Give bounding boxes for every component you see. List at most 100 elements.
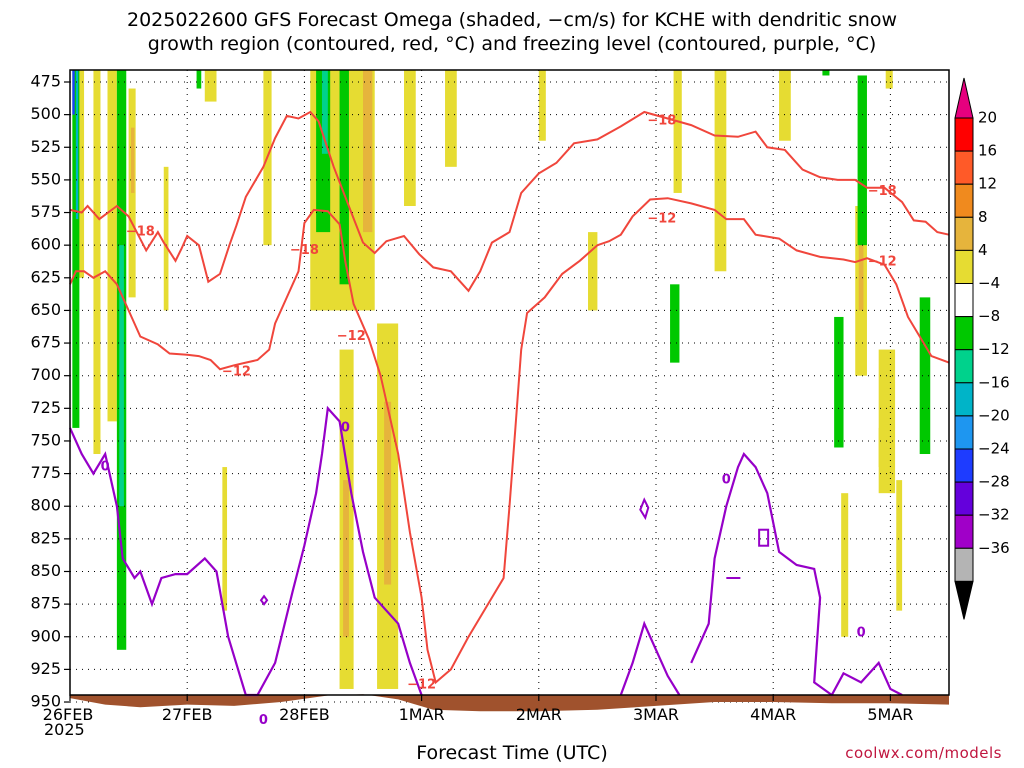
y-axis-tick-label: 675 xyxy=(30,333,61,352)
omega-shade-cell xyxy=(919,297,931,455)
y-axis-tick-label: 875 xyxy=(30,594,61,613)
colorbar-label: −28 xyxy=(978,473,1010,491)
omega-shade-cell xyxy=(445,70,457,167)
dgz-contour-label: −18 xyxy=(868,184,897,199)
dgz-contour-label: −18 xyxy=(126,225,155,240)
omega-shade-cell xyxy=(196,70,202,89)
dgz-contour-label: −18 xyxy=(647,114,676,129)
colorbar-bottom-arrow xyxy=(954,580,974,620)
dgz-minus18-contour xyxy=(69,110,950,293)
colorbar-label: 12 xyxy=(978,175,997,193)
omega-shade-cell xyxy=(885,70,893,89)
dgz-contour-label: −12 xyxy=(337,329,366,344)
colorbar-label: 4 xyxy=(978,241,988,259)
freezing-level-contour-label: 0 xyxy=(259,713,268,728)
omega-shade-cell xyxy=(588,232,598,311)
colorbar-swatch xyxy=(954,249,974,284)
colorbar: 20 16 12 8 4 −4 −8 −12 −16 −20 −24 −28 −32 −36 xyxy=(954,77,1010,620)
freezing-level-0c-contour xyxy=(639,497,650,521)
x-axis-tick-label: 4MAR xyxy=(750,705,796,724)
chart-title-line-2: growth region (contoured, red, °C) and f… xyxy=(147,33,877,55)
omega-shade-cell xyxy=(321,70,328,154)
colorbar-top-arrow xyxy=(954,77,974,119)
x-axis-tick-label: 27FEB xyxy=(162,705,213,724)
omega-shade-cell xyxy=(75,70,79,220)
y-axis-tick-label: 850 xyxy=(30,561,61,580)
colorbar-swatch xyxy=(954,150,974,185)
colorbar-swatch xyxy=(954,382,974,417)
colorbar-label: −20 xyxy=(978,406,1010,424)
omega-shade-cell xyxy=(163,166,169,311)
dgz-contour-label: −12 xyxy=(222,364,251,379)
omega-shade-cell xyxy=(822,70,830,76)
colorbar-label: −4 xyxy=(978,274,1000,292)
colorbar-swatch xyxy=(954,349,974,384)
y-axis-tick-label: 750 xyxy=(30,430,61,449)
y-axis-tick-label: 925 xyxy=(30,659,61,678)
colorbar-swatch xyxy=(954,316,974,351)
colorbar-swatch xyxy=(954,514,974,549)
omega-shading-layer xyxy=(72,70,931,689)
omega-shade-cell xyxy=(673,70,682,193)
dgz-contour-label: −12 xyxy=(868,255,897,270)
y-axis-tick-label: 500 xyxy=(30,104,61,123)
x-axis: 26FEB 27FEB 28FEB 1MAR 2MAR 3MAR 4MAR 5MAR xyxy=(43,695,913,724)
colorbar-swatch xyxy=(954,117,974,152)
omega-shade-cell xyxy=(363,70,373,233)
omega-shade-cell xyxy=(93,70,101,455)
colorbar-swatch xyxy=(954,283,974,318)
x-axis-tick-label: 3MAR xyxy=(633,705,679,724)
colorbar-swatch xyxy=(954,547,974,582)
dgz-contour-label: −12 xyxy=(407,678,436,693)
y-axis-tick-label: 700 xyxy=(30,365,61,384)
y-axis-tick-label: 950 xyxy=(30,692,61,711)
x-axis-tick-label: 28FEB xyxy=(279,705,330,724)
colorbar-swatch xyxy=(954,448,974,483)
omega-shade-cell xyxy=(878,349,896,494)
omega-shade-cell xyxy=(222,467,228,611)
dgz-contours xyxy=(69,110,950,685)
omega-shade-cell xyxy=(896,480,903,611)
source-credit: coolwx.com/models xyxy=(845,744,1002,762)
omega-shade-cell xyxy=(204,70,217,102)
y-axis-tick-label: 525 xyxy=(30,137,61,156)
omega-shade-cell xyxy=(834,316,844,448)
chart-title-line-1: 2025022600 GFS Forecast Omega (shaded, −… xyxy=(127,9,897,31)
x-axis-year-label: 2025 xyxy=(44,720,85,739)
dgz-contour-label: −12 xyxy=(647,212,676,227)
y-axis: 475 500 525 550 575 600 625 650 675 700 725 750 775 8… xyxy=(30,72,70,711)
colorbar-swatch xyxy=(954,216,974,251)
colorbar-label: −16 xyxy=(978,373,1010,391)
omega-shade-cell xyxy=(714,70,727,272)
freezing-level-contour-label: 0 xyxy=(857,625,866,640)
y-axis-tick-label: 725 xyxy=(30,398,61,417)
omega-shade-cell xyxy=(72,70,80,428)
freezing-level-0c-contour xyxy=(68,405,423,697)
freezing-level-contour-label: 0 xyxy=(341,420,350,435)
omega-shade-cell xyxy=(670,284,680,363)
omega-shade-cell xyxy=(858,245,864,311)
freezing-level-contour-label: 0 xyxy=(101,460,110,475)
x-axis-title: Forecast Time (UTC) xyxy=(416,742,608,764)
omega-shade-cell xyxy=(841,493,849,637)
omega-shade-cell xyxy=(130,127,135,193)
omega-shade-cell xyxy=(404,70,416,207)
colorbar-swatch xyxy=(954,481,974,516)
contour-labels: −18 −18 −18 −18 −12 −12 −12 −12 −12 0 0 0 0 0 xyxy=(101,114,897,728)
dgz-minus12-contour xyxy=(69,197,950,685)
y-axis-tick-label: 575 xyxy=(30,202,61,221)
omega-shade-cell xyxy=(538,70,546,141)
freezing-level-0c-contour xyxy=(758,528,770,547)
omega-shade-cell xyxy=(75,70,85,278)
y-axis-tick-label: 800 xyxy=(30,496,61,515)
colorbar-label: 20 xyxy=(978,109,997,127)
colorbar-swatch xyxy=(954,183,974,218)
colorbar-label: −12 xyxy=(978,340,1010,358)
colorbar-label: 16 xyxy=(978,142,997,160)
colorbar-label: −36 xyxy=(978,539,1010,557)
omega-shade-cell xyxy=(779,70,791,141)
plot-frame xyxy=(69,69,950,696)
freezing-level-0c-contour xyxy=(690,452,903,697)
x-axis-tick-label: 5MAR xyxy=(867,705,913,724)
